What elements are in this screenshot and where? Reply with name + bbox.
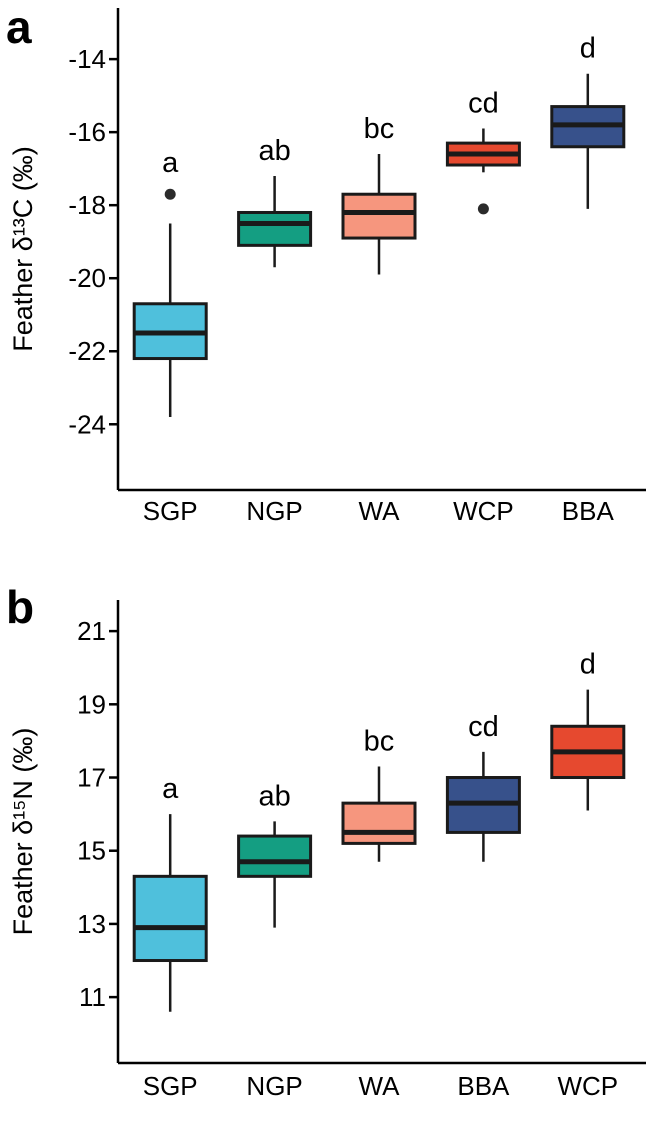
sig-letter-NGP: ab bbox=[258, 135, 290, 167]
y-tick-label: 19 bbox=[77, 689, 106, 719]
panel-b: b 21 19 17 15 13 11 a SGP ab NGP bc WA cd BBA d WCP Feat… bbox=[0, 560, 646, 1136]
sig-letter-WCP: d bbox=[580, 649, 596, 681]
panel-a: a -14 -16 -18 -20 -22 -24 a SGP ab NGP bc WA cd WCP d B… bbox=[0, 0, 646, 560]
sig-letter-NGP: ab bbox=[258, 780, 290, 812]
sig-letter-WA: bc bbox=[364, 726, 395, 758]
y-tick-label: -22 bbox=[68, 336, 106, 366]
sig-letter-WA: bc bbox=[364, 113, 395, 145]
x-category-label-NGP: NGP bbox=[246, 496, 302, 526]
x-category-label-BBA: BBA bbox=[562, 496, 615, 526]
y-tick-label: -20 bbox=[68, 263, 106, 293]
y-tick-label: 13 bbox=[77, 909, 106, 939]
y-axis-title: Feather δ¹³C (‰) bbox=[8, 146, 38, 352]
y-tick-label: 17 bbox=[77, 763, 106, 793]
x-category-label-SGP: SGP bbox=[143, 496, 198, 526]
x-category-label-WA: WA bbox=[359, 496, 401, 526]
sig-letter-WCP: cd bbox=[468, 88, 499, 120]
boxplot-delta15n: 21 19 17 15 13 11 a SGP ab NGP bc WA cd BBA d WCP Feathe… bbox=[8, 600, 646, 1101]
x-category-label-NGP: NGP bbox=[246, 1071, 302, 1101]
y-tick-label: -16 bbox=[68, 117, 106, 147]
x-category-label-WA: WA bbox=[359, 1071, 401, 1101]
sig-letter-BBA: cd bbox=[468, 711, 499, 743]
panel-b-label: b bbox=[6, 581, 35, 633]
sig-letter-SGP: a bbox=[162, 773, 179, 805]
y-tick-label: -18 bbox=[68, 190, 106, 220]
box-WA bbox=[341, 801, 417, 845]
sig-letter-BBA: d bbox=[580, 33, 596, 65]
x-category-label-BBA: BBA bbox=[457, 1071, 510, 1101]
box-SGP bbox=[132, 874, 208, 963]
y-tick-label: -24 bbox=[68, 409, 106, 439]
box-WA bbox=[341, 192, 417, 240]
y-tick-label: -14 bbox=[68, 44, 106, 74]
boxplot-delta13c: -14 -16 -18 -20 -22 -24 a SGP ab NGP bc WA cd WCP d BBA… bbox=[8, 8, 646, 526]
y-tick-label: 21 bbox=[77, 616, 106, 646]
outlier-dot-SGP bbox=[164, 188, 176, 200]
panel-a-label: a bbox=[6, 1, 32, 53]
box-NGP bbox=[237, 210, 313, 247]
x-category-label-WCP: WCP bbox=[557, 1071, 618, 1101]
box-NGP bbox=[237, 834, 313, 878]
sig-letter-SGP: a bbox=[162, 147, 179, 179]
x-category-label-WCP: WCP bbox=[453, 496, 514, 526]
y-tick-label: 11 bbox=[79, 982, 106, 1012]
x-category-label-SGP: SGP bbox=[143, 1071, 198, 1101]
outlier-dot-WCP bbox=[477, 203, 489, 215]
y-axis-title: Feather δ¹⁵N (‰) bbox=[8, 728, 38, 936]
y-tick-label: 15 bbox=[77, 836, 106, 866]
